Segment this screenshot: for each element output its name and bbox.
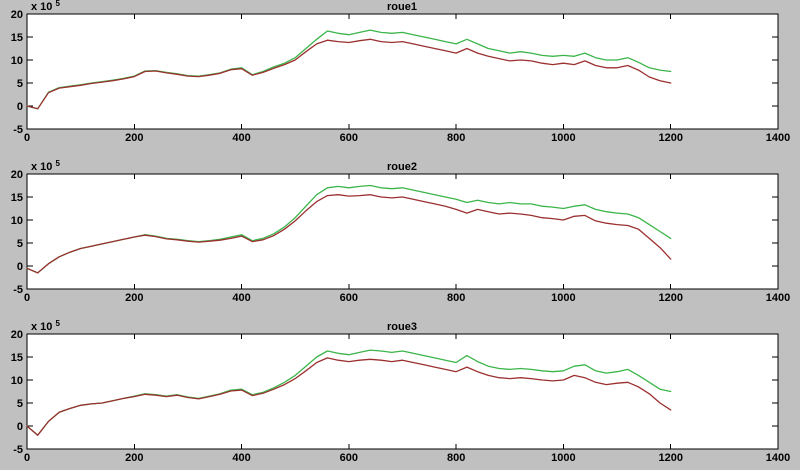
plot-area <box>26 13 779 130</box>
x-tick-label: 800 <box>447 292 465 304</box>
x-tick-label: 200 <box>125 132 143 144</box>
x-tick-label: 1400 <box>766 452 790 464</box>
y-tick-label: 0 <box>17 101 23 113</box>
series-red-line <box>26 357 672 436</box>
x-tick-label: 1400 <box>766 132 790 144</box>
y-tick-label: 15 <box>11 352 23 364</box>
x-tick-label: 600 <box>340 132 358 144</box>
y-tick-label: -5 <box>13 444 23 456</box>
x-tick-label: 400 <box>232 292 250 304</box>
y-tick-label: 20 <box>11 329 23 341</box>
plot-area <box>26 173 779 290</box>
y-tick-label: 10 <box>11 375 23 387</box>
x-tick-label: 1000 <box>551 132 575 144</box>
y-axis-exponent-label: x 10 5 <box>31 320 60 333</box>
x-tick-label: 1200 <box>658 132 682 144</box>
subplot-roue1: 0 200 400 600 800 1000 1200 1400 -5 0 5 10 15 20 x 10 … <box>0 0 800 150</box>
x-tick-label: 0 <box>24 292 30 304</box>
x-tick-label: 800 <box>447 132 465 144</box>
x-tick-label: 1000 <box>551 292 575 304</box>
x-tick-label: 600 <box>340 292 358 304</box>
x-tick-label: 1200 <box>658 292 682 304</box>
plot-area <box>26 333 779 450</box>
y-tick-label: 20 <box>11 169 23 181</box>
y-tick-label: 5 <box>17 78 23 90</box>
x-tick-label: 200 <box>125 452 143 464</box>
y-tick-label: 10 <box>11 215 23 227</box>
y-tick-label: -5 <box>13 124 23 136</box>
x-tick-label: 0 <box>24 452 30 464</box>
series-red-line <box>26 194 672 274</box>
subplot-roue2: 0 200 400 600 800 1000 1200 1400 -5 0 5 10 15 20 x 10 … <box>0 160 800 310</box>
y-tick-label: 15 <box>11 32 23 44</box>
y-tick-label: 5 <box>17 398 23 410</box>
y-tick-label: 0 <box>17 261 23 273</box>
y-tick-label: 20 <box>11 9 23 21</box>
y-tick-label: 10 <box>11 55 23 67</box>
y-axis-exponent-label: x 10 5 <box>31 0 60 13</box>
subplot-roue3: 0 200 400 600 800 1000 1200 1400 -5 0 5 10 15 20 x 10 … <box>0 320 800 470</box>
subplot-roue3-title: roue3 <box>387 321 417 333</box>
x-tick-label: 0 <box>24 132 30 144</box>
y-tick-label: 0 <box>17 421 23 433</box>
subplot-roue1-title: roue1 <box>387 1 417 13</box>
x-tick-label: 600 <box>340 452 358 464</box>
x-tick-label: 1200 <box>658 452 682 464</box>
y-tick-label: 5 <box>17 238 23 250</box>
y-axis-exponent-label: x 10 5 <box>31 160 60 173</box>
y-tick-label: 15 <box>11 192 23 204</box>
x-tick-label: 1000 <box>551 452 575 464</box>
x-tick-label: 400 <box>232 452 250 464</box>
series-red-line <box>26 38 672 110</box>
x-tick-label: 200 <box>125 292 143 304</box>
x-tick-label: 1400 <box>766 292 790 304</box>
subplot-roue2-title: roue2 <box>387 161 417 173</box>
y-tick-label: -5 <box>13 284 23 296</box>
x-tick-label: 800 <box>447 452 465 464</box>
x-tick-label: 400 <box>232 132 250 144</box>
